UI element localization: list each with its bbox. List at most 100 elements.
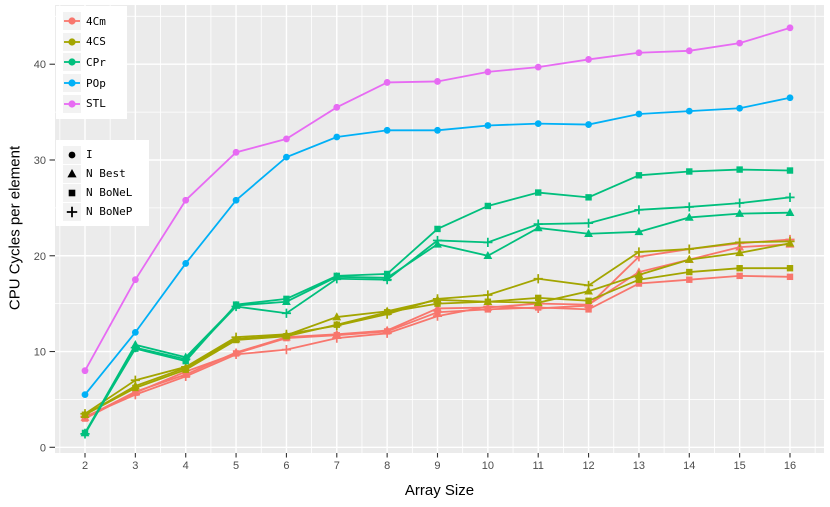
color-legend-item: 4CS bbox=[63, 32, 121, 53]
series-point-CPr-plus bbox=[483, 237, 493, 247]
shape-legend-key-n-bonep-icon bbox=[63, 202, 81, 221]
y-tick-label: 20 bbox=[34, 251, 46, 263]
series-point-POp-circle bbox=[685, 107, 693, 115]
series-point-POp-circle bbox=[333, 133, 341, 141]
series-point-CPr-plus bbox=[382, 275, 392, 285]
series-point-CPr-square bbox=[434, 225, 441, 233]
series-point-4CS-square bbox=[132, 384, 139, 392]
series-point-4Cm-square bbox=[786, 273, 794, 281]
series-point-CPr-plus bbox=[130, 343, 140, 353]
series-point-CPr-plus bbox=[583, 218, 594, 228]
series-point-4CS-square bbox=[635, 276, 643, 283]
series-point-CPr-plus bbox=[231, 301, 241, 312]
series-point-CPr-plus bbox=[332, 274, 342, 284]
series-point-CPr-square bbox=[383, 270, 391, 278]
shape-legend: I N Best N BoNeL N BoNeP bbox=[56, 140, 149, 226]
series-point-4CS-square bbox=[736, 265, 743, 272]
series-point-4Cm-plus bbox=[432, 311, 443, 321]
series-point-STL-circle bbox=[534, 63, 542, 71]
y-tick-label: 40 bbox=[34, 59, 46, 71]
series-point-4CS-triangle bbox=[634, 270, 644, 279]
series-point-STL-circle bbox=[383, 79, 391, 86]
shape-legend-item: I bbox=[63, 145, 143, 164]
color-legend-key-pop-icon bbox=[63, 74, 81, 93]
color-legend: 4Cm 4CS CPr POp STL bbox=[56, 6, 127, 119]
series-point-4Cm-plus bbox=[332, 333, 342, 343]
series-point-POp-circle bbox=[131, 328, 139, 336]
series-point-CPr-square bbox=[484, 202, 492, 210]
x-tick-label: 13 bbox=[633, 460, 645, 472]
series-point-CPr-plus bbox=[785, 192, 795, 202]
series-point-POp-circle bbox=[534, 120, 542, 127]
series-point-4CS-plus bbox=[684, 244, 694, 254]
shape-legend-label: N BoNeL bbox=[86, 186, 133, 199]
x-tick-label: 2 bbox=[82, 460, 88, 472]
series-point-4Cm-plus bbox=[281, 345, 292, 355]
y-tick-label: 0 bbox=[40, 442, 46, 454]
series-point-4CS-square bbox=[786, 265, 794, 272]
series-point-4Cm-plus bbox=[382, 328, 392, 338]
series-point-4CS-triangle bbox=[584, 286, 593, 295]
series-point-CPr-square bbox=[736, 166, 743, 173]
series-point-4CS-plus bbox=[332, 321, 342, 331]
series-point-POp-circle bbox=[182, 260, 190, 267]
series-point-CPr-triangle bbox=[684, 212, 694, 221]
color-legend-key-stl-icon bbox=[63, 94, 81, 113]
x-tick-label: 10 bbox=[482, 460, 494, 472]
series-point-CPr-square bbox=[786, 167, 794, 174]
series-point-4CS-plus bbox=[583, 280, 594, 291]
shape-legend-item: N Best bbox=[63, 164, 143, 183]
series-point-4CS-plus bbox=[483, 290, 493, 300]
series-point-STL-circle bbox=[232, 148, 240, 156]
series-point-CPr-plus bbox=[432, 235, 443, 246]
series-point-STL-circle bbox=[685, 47, 693, 55]
series-point-4Cm-plus bbox=[231, 349, 241, 360]
series-point-CPr-plus bbox=[181, 354, 191, 364]
series-point-POp-circle bbox=[283, 153, 290, 161]
series-point-CPr-plus bbox=[533, 219, 543, 229]
series-point-4CS-square bbox=[535, 294, 542, 302]
series-point-CPr-plus bbox=[735, 198, 745, 208]
color-legend-label: CPr bbox=[86, 55, 106, 69]
series-point-POp-circle bbox=[232, 196, 240, 204]
y-tick-label: 10 bbox=[34, 347, 46, 359]
series-point-4CS-plus bbox=[785, 236, 795, 246]
series-point-CPr-triangle bbox=[785, 207, 795, 216]
series-point-STL-circle bbox=[131, 276, 139, 284]
series-point-STL-circle bbox=[434, 78, 441, 85]
x-tick-label: 9 bbox=[434, 460, 440, 472]
x-tick-label: 11 bbox=[533, 460, 544, 472]
series-point-POp-circle bbox=[383, 126, 391, 134]
series-point-4CS-triangle bbox=[533, 297, 543, 306]
shape-legend-label: I bbox=[86, 148, 93, 161]
series-point-4CS-plus bbox=[735, 237, 745, 247]
color-legend-label: 4CS bbox=[86, 35, 106, 49]
series-point-4Cm-plus bbox=[181, 371, 191, 382]
y-axis-title: CPU Cycles per element bbox=[6, 145, 24, 311]
x-tick-label: 7 bbox=[334, 460, 340, 472]
series-point-POp-circle bbox=[635, 110, 643, 118]
series-point-CPr-plus bbox=[281, 308, 292, 318]
series-point-4Cm-square bbox=[736, 272, 743, 280]
color-legend-item: STL bbox=[63, 93, 121, 114]
color-legend-item: 4Cm bbox=[63, 11, 121, 32]
shape-legend-item: N BoNeL bbox=[63, 183, 143, 202]
series-point-4CS-square bbox=[585, 297, 592, 304]
series-point-STL-circle bbox=[736, 39, 744, 47]
color-legend-key-4cs-icon bbox=[63, 32, 81, 51]
series-point-4CS-triangle bbox=[735, 248, 745, 257]
shape-legend-label: N BoNeP bbox=[86, 205, 133, 218]
color-legend-item: POp bbox=[63, 73, 121, 94]
series-point-CPr-plus bbox=[634, 205, 644, 215]
series-point-4CS-plus bbox=[634, 247, 644, 257]
series-point-POp-circle bbox=[484, 122, 492, 129]
series-point-4CS-plus bbox=[382, 309, 392, 319]
shape-legend-item: N BoNeP bbox=[63, 202, 143, 221]
series-point-STL-circle bbox=[333, 103, 341, 111]
series-point-4Cm-square bbox=[635, 280, 643, 287]
series-point-4CS-plus bbox=[80, 409, 90, 419]
series-point-STL-circle bbox=[635, 49, 643, 57]
series-point-STL-circle bbox=[585, 56, 592, 63]
